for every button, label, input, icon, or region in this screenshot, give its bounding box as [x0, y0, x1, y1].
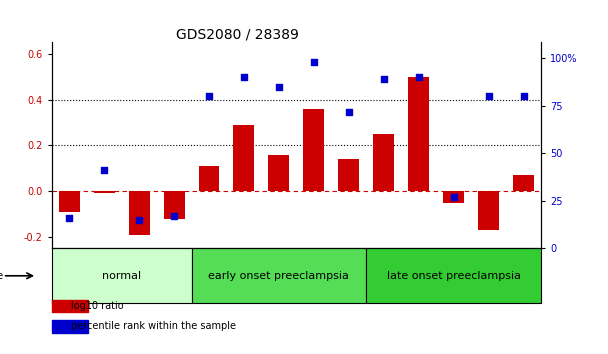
Bar: [164, 191, 185, 219]
Bar: [269, 155, 289, 191]
Point: [414, 74, 424, 80]
Bar: [373, 134, 394, 191]
Point: [484, 93, 494, 99]
Bar: [478, 191, 499, 230]
Point: [204, 93, 214, 99]
Point: [344, 109, 354, 114]
Point: [99, 167, 109, 173]
Point: [309, 59, 319, 65]
Bar: [59, 191, 80, 212]
Bar: [233, 125, 255, 191]
Bar: [303, 109, 325, 191]
Text: late onset preeclampsia: late onset preeclampsia: [387, 271, 520, 281]
Bar: [94, 191, 114, 193]
Point: [449, 194, 458, 200]
Text: normal: normal: [102, 271, 141, 281]
Bar: [52, 320, 88, 332]
Text: percentile rank within the sample: percentile rank within the sample: [71, 321, 237, 331]
Point: [239, 74, 249, 80]
Point: [519, 93, 528, 99]
Point: [379, 76, 389, 82]
Bar: [52, 299, 88, 312]
Bar: [366, 249, 541, 303]
Text: disease state: disease state: [0, 271, 3, 281]
Bar: [338, 159, 359, 191]
Point: [134, 217, 144, 223]
Point: [274, 84, 284, 90]
Point: [64, 215, 74, 221]
Bar: [192, 249, 366, 303]
Bar: [52, 249, 192, 303]
Point: [169, 213, 179, 219]
Bar: [443, 191, 465, 202]
Bar: [198, 166, 219, 191]
Bar: [129, 191, 150, 235]
Text: log10 ratio: log10 ratio: [71, 301, 124, 311]
Bar: [409, 77, 429, 191]
Bar: [513, 175, 534, 191]
Title: GDS2080 / 28389: GDS2080 / 28389: [176, 27, 299, 41]
Text: early onset preeclampsia: early onset preeclampsia: [209, 271, 350, 281]
